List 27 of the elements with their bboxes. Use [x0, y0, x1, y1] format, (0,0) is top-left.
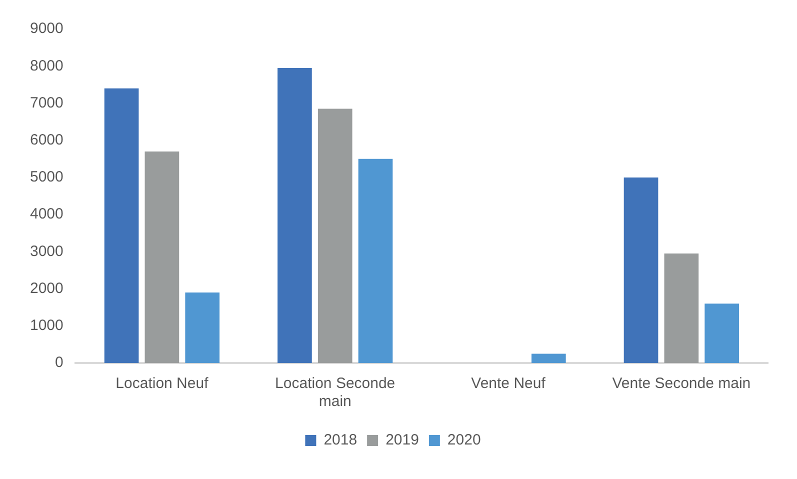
- legend-label: 2020: [447, 432, 481, 449]
- x-tick-label: Location Seconde main: [275, 375, 396, 410]
- bar: [185, 292, 220, 363]
- y-tick-label: 5000: [30, 168, 64, 186]
- y-tick-label: 8000: [30, 57, 64, 74]
- legend-label: 2018: [324, 432, 358, 449]
- bar: [318, 108, 352, 363]
- bar: [664, 254, 699, 363]
- y-tick-label: 1000: [30, 317, 64, 334]
- bar: [531, 354, 566, 363]
- y-tick-label: 3000: [30, 242, 64, 260]
- y-tick-label: 9000: [30, 20, 64, 38]
- bar: [624, 177, 658, 363]
- y-tick-label: 4000: [30, 206, 64, 223]
- y-tick-label: 7000: [30, 94, 64, 112]
- bar: [144, 151, 180, 363]
- y-tick-label: 2000: [30, 280, 64, 297]
- y-tick-label: 6000: [30, 131, 64, 148]
- x-tick-label: Location Neuf: [116, 375, 210, 392]
- legend-label: 2019: [386, 432, 419, 449]
- bar: [358, 158, 393, 363]
- x-tick-label: Vente Neuf: [471, 375, 546, 392]
- bar: [704, 304, 739, 363]
- x-tick-label: Vente Seconde main: [612, 375, 751, 392]
- bar: [278, 68, 312, 363]
- y-tick-label: 0: [55, 354, 64, 372]
- bar: [104, 88, 139, 363]
